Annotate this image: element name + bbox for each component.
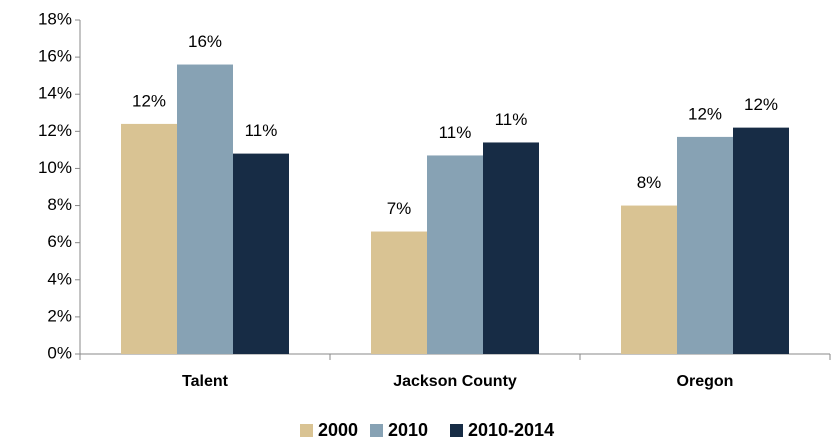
legend-label: 2010 [388,420,428,440]
x-tick-label: Oregon [677,373,734,390]
bar [427,155,483,354]
bar [621,205,677,354]
y-tick-label: 16% [38,47,72,66]
y-tick-label: 0% [47,343,72,362]
legend-swatch [450,424,463,437]
value-label: 11% [245,121,278,140]
y-tick-label: 6% [47,232,72,251]
y-tick-label: 12% [38,121,72,140]
bar [177,64,233,355]
bar [733,127,789,354]
y-tick-label: 2% [47,306,72,325]
bar [483,142,539,354]
value-label: 11% [439,123,472,142]
bar [371,231,427,354]
legend-swatch [300,424,313,437]
value-label: 12% [688,104,722,123]
value-label: 11% [495,110,528,129]
value-label: 12% [132,91,166,110]
bar [121,123,177,355]
value-label: 8% [637,173,662,192]
x-tick-label: Jackson County [393,373,517,390]
legend-swatch [370,424,383,437]
value-label: 7% [387,199,412,218]
bar [677,136,733,354]
legend-label: 2010-2014 [468,420,554,440]
y-tick-label: 8% [47,195,72,214]
y-tick-label: 10% [38,158,72,177]
x-tick-label: Talent [182,373,229,390]
value-label: 16% [188,32,222,51]
legend-label: 2000 [318,420,358,440]
value-label: 12% [744,95,778,114]
y-tick-label: 14% [38,84,72,103]
y-tick-label: 4% [47,269,72,288]
bar [233,153,289,354]
y-tick-label: 18% [38,9,72,28]
